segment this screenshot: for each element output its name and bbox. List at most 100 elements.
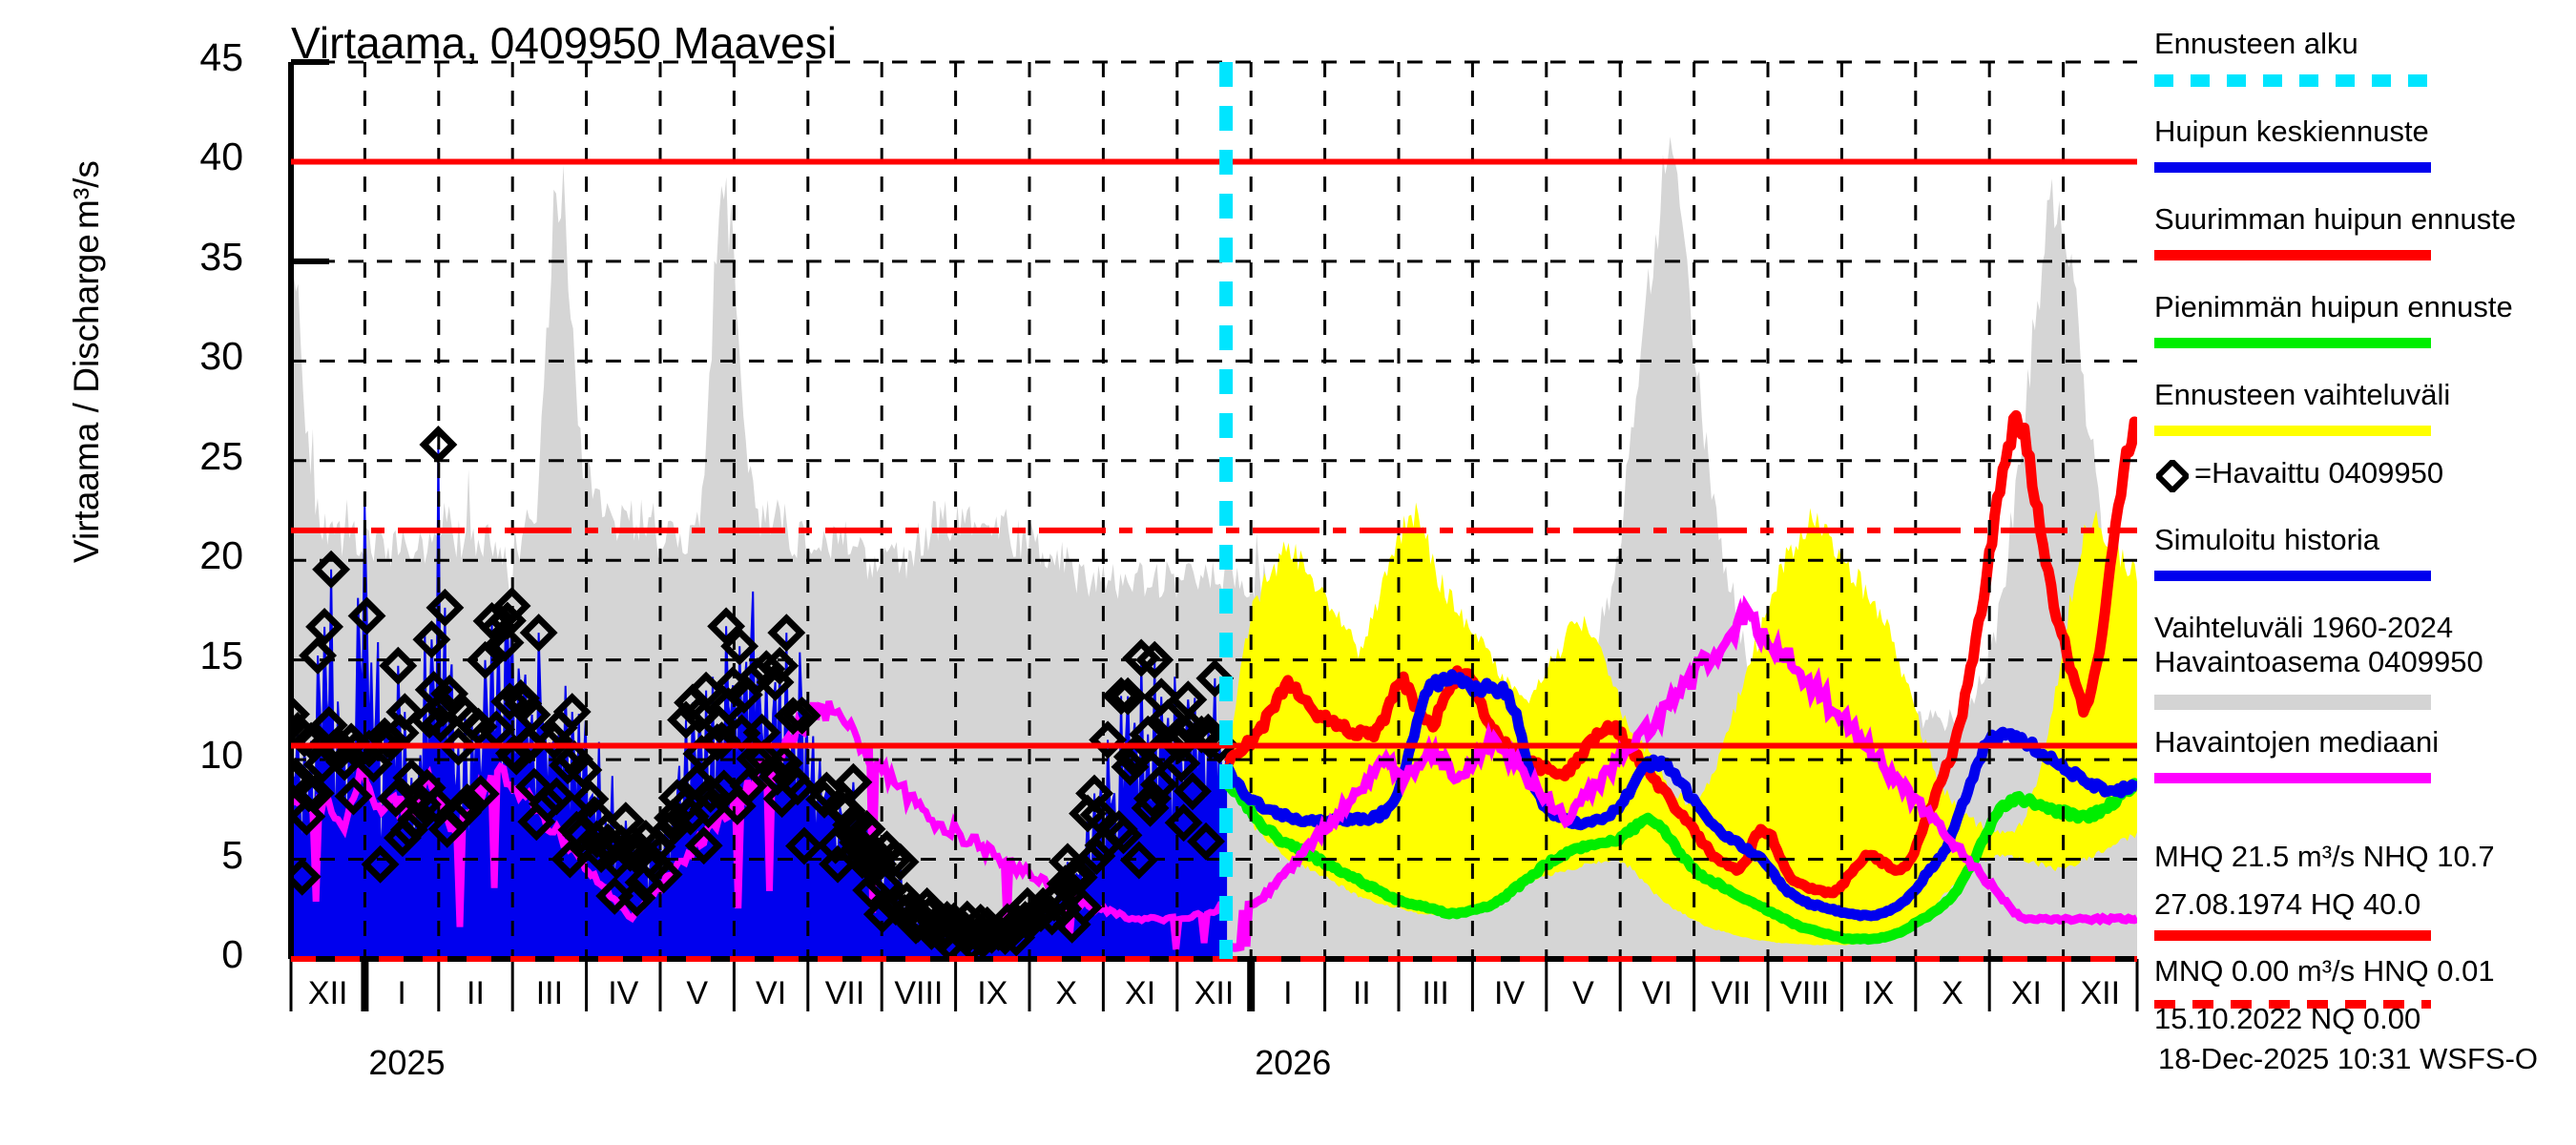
- y-axis-label: Virtaama / Discharge: [67, 234, 106, 563]
- x-tick-label: I: [397, 975, 406, 1011]
- x-tick-label: VII: [824, 975, 865, 1011]
- legend-swatch-simulated-history: [2154, 571, 2431, 581]
- legend-stats-line1: MHQ 21.5 m³/s NHQ 10.7: [2154, 840, 2495, 873]
- y-tick-label: 5: [221, 832, 243, 877]
- observed-marker: [461, 775, 500, 813]
- forecast-uncertainty-band: [1226, 502, 2137, 946]
- x-tick-label: VII: [1711, 975, 1752, 1011]
- observed-marker: [1195, 658, 1235, 697]
- observed-marker: [644, 855, 683, 894]
- legend-label-variation-range-years: Vaihteluväli 1960-2024: [2154, 611, 2454, 644]
- legend-swatch-observation-station: [2154, 695, 2431, 710]
- observed-marker: [512, 696, 551, 734]
- y-tick-label: 30: [199, 334, 243, 379]
- observed-marker: [291, 695, 310, 734]
- observed-marker: [1077, 837, 1116, 876]
- legend-swatch-peak-min-forecast: [2154, 338, 2431, 348]
- observed-marker: [1059, 858, 1098, 897]
- legend-swatch-forecast-range: [2154, 426, 2431, 436]
- observed-marker: [729, 766, 768, 805]
- observed-marker: [552, 693, 592, 731]
- observed-marker: [466, 640, 505, 679]
- observed-marker: [834, 762, 873, 802]
- x-tick-label: XII: [1194, 975, 1235, 1011]
- x-tick-label: X: [1942, 975, 1963, 1011]
- legend-swatch-forecast-start: [2154, 74, 2431, 87]
- observed-marker: [720, 627, 759, 666]
- y-tick-label: 35: [199, 234, 243, 279]
- observed-marker: [1129, 715, 1168, 754]
- legend-label-forecast-range: Ennusteen vaihteluväli: [2154, 378, 2451, 411]
- legend-swatch-hq-line: [2154, 930, 2431, 941]
- x-tick-label: VIII: [1780, 975, 1830, 1011]
- observed-marker: [419, 426, 458, 464]
- observed-marker: [1174, 772, 1212, 811]
- legend-stats-line3: MNQ 0.00 m³/s HNQ 0.01: [2154, 954, 2495, 988]
- x-tick-label: XII: [2080, 975, 2121, 1011]
- x-tick-label: II: [467, 975, 485, 1011]
- legend-label-observed-marker: =Havaittu 0409950: [2194, 456, 2444, 489]
- observed-marker: [390, 810, 428, 849]
- observed-marker: [1104, 816, 1143, 855]
- observed-marker: [564, 751, 603, 789]
- observed-marker: [1187, 822, 1225, 861]
- observed-marker: [296, 774, 335, 813]
- observed-marker: [736, 739, 775, 779]
- legend-label-simulated-history: Simuloitu historia: [2154, 523, 2380, 556]
- observed-marker: [852, 871, 891, 909]
- observed-marker: [439, 727, 478, 766]
- observed-marker: [1079, 795, 1118, 834]
- observed-marker: [291, 797, 326, 836]
- y-tick-label: 40: [199, 135, 243, 179]
- observed-marker: [486, 623, 525, 662]
- observed-marker: [312, 550, 351, 589]
- observed-marker: [1089, 720, 1128, 760]
- observed-marker: [417, 785, 455, 824]
- legend-stats-line2: 27.08.1974 HQ 40.0: [2154, 887, 2421, 921]
- x-tick-label: XI: [1125, 975, 1156, 1011]
- x-tick-label: V: [1572, 975, 1594, 1011]
- observed-marker: [767, 614, 806, 653]
- observed-marker: [385, 693, 425, 732]
- forecast-min-peak-line: [1221, 777, 2137, 946]
- y-tick-label: 15: [199, 633, 243, 677]
- x-tick-label: VI: [1641, 975, 1672, 1011]
- x-tick-label: VIII: [894, 975, 944, 1011]
- legend-label-peak-min-forecast: Pienimmän huipun ennuste: [2154, 290, 2513, 323]
- observed-marker: [334, 777, 373, 816]
- observed-marker: [412, 620, 451, 659]
- legend-swatch-peak-mean-forecast: [2154, 162, 2431, 173]
- observed-marker: [537, 777, 576, 816]
- observed-marker: [1064, 888, 1103, 927]
- x-tick-label: V: [686, 975, 709, 1011]
- legend-label-peak-mean-forecast: Huipun keskiennuste: [2154, 114, 2429, 148]
- observed-marker: [881, 843, 920, 882]
- observed-marker: [1135, 640, 1174, 679]
- y-tick-label: 25: [199, 433, 243, 478]
- legend-diamond-icon: [2156, 460, 2189, 492]
- legend-label-observations-median: Havaintojen mediaani: [2154, 725, 2440, 759]
- legend-swatch-observations-median: [2154, 773, 2431, 783]
- observed-marker: [764, 743, 803, 782]
- observed-marker: [292, 721, 331, 760]
- observed-marker: [447, 783, 487, 822]
- observed-marker: [519, 614, 558, 653]
- observed-marker: [782, 696, 821, 735]
- x-tick-label: IV: [608, 975, 639, 1011]
- observations-median-forecast: [1224, 594, 2137, 953]
- legend-swatch-nq-line: [2154, 1000, 2431, 1009]
- x-tick-label: II: [1352, 975, 1371, 1011]
- x-tick-label: IV: [1494, 975, 1526, 1011]
- legend-swatch-peak-max-forecast: [2154, 250, 2431, 260]
- x-year-label: 2025: [368, 1043, 446, 1082]
- observed-marker: [571, 780, 610, 819]
- observed-marker: [680, 695, 719, 734]
- observed-marker: [299, 636, 338, 675]
- chart-legend: Ennusteen alku Huipun keskiennuste Suurimm…: [2154, 0, 2576, 1145]
- y-axis-unit-label: m³/s: [67, 160, 106, 229]
- observed-marker: [887, 882, 926, 921]
- legend-label-observation-station: Havaintoasema 0409950: [2154, 645, 2483, 678]
- observed-marker: [707, 607, 746, 646]
- observed-marker: [595, 877, 634, 915]
